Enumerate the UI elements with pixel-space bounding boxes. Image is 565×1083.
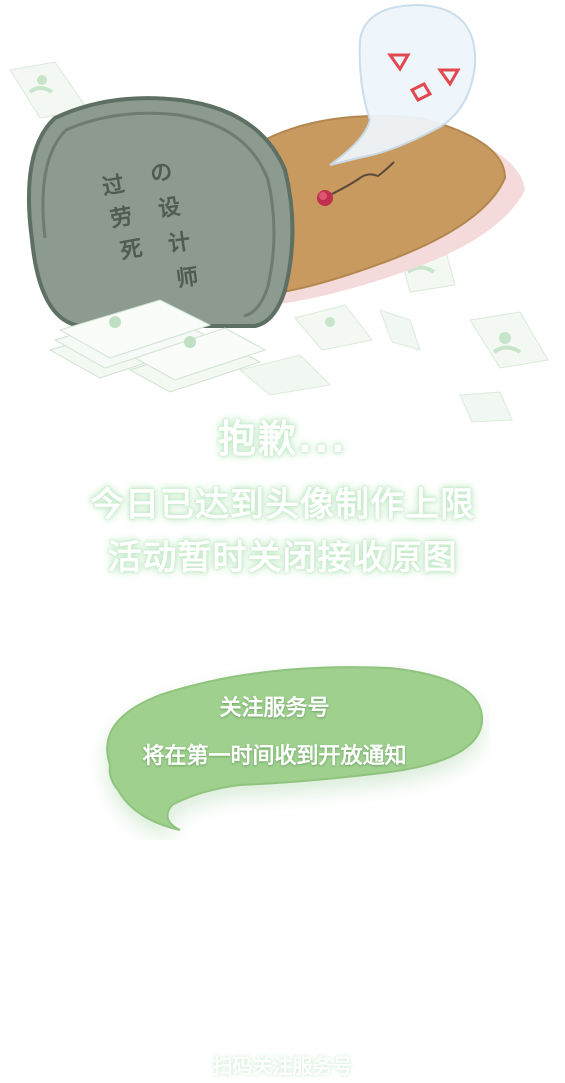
notify-first-text: 将在第一时间收到开放通知 [142,744,407,769]
paper-sheet-icon [379,309,421,351]
paper-sheet-icon [459,391,513,423]
sorry-heading: 抱歉... [217,417,348,461]
paper-sheet-icon [294,304,373,351]
limit-reached-text: 今日已达到头像制作上限 [90,485,475,525]
ghost-icon [329,3,477,166]
follow-service-account-text: 关注服务号 [219,696,330,721]
tombstone-illustration [9,3,549,423]
scan-qr-follow-label: 扫码关注服务号 [212,1054,353,1078]
paper-sheet-icon [238,354,332,396]
rose-icon [317,161,395,206]
speech-bubble [106,666,484,831]
paper-stack [48,299,267,393]
activity-closed-text: 活动暂时关闭接收原图 [107,538,458,578]
paper-sheet-icon [9,61,89,119]
paper-sheet-icon [469,311,549,369]
grave-mound [253,114,525,305]
tombstone [26,96,295,328]
